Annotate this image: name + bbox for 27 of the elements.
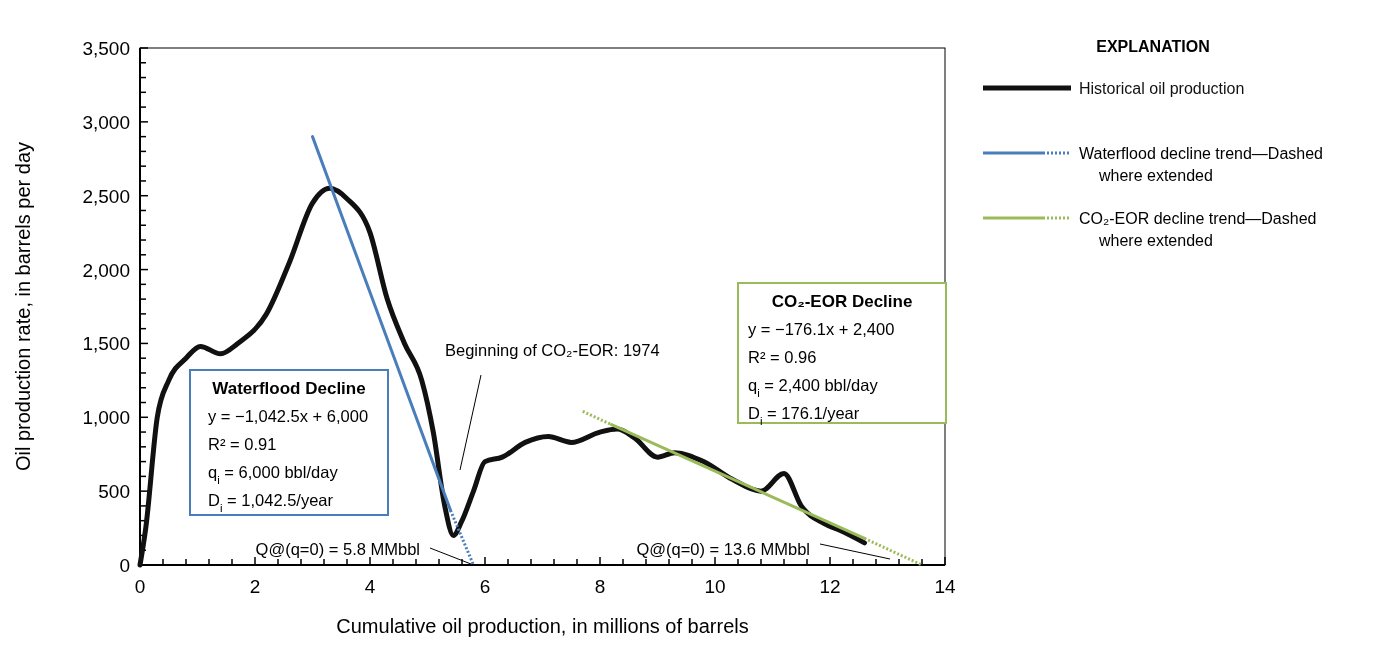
- x-tick-label: 12: [819, 576, 841, 597]
- x-tick-label: 0: [134, 576, 146, 597]
- annotation: Q@(q=0) = 13.6 MMbbl: [636, 540, 810, 558]
- annotation: Beginning of CO₂-EOR: 1974: [445, 341, 660, 359]
- text: CO₂-EOR Decline y = −176.1x + 2,400 R² = 0.96 q$_{i}$ = 2,400 bbl/day D$_{i}$ = 176.1/year: [748, 292, 913, 427]
- annotation: Q@(q=0) = 5.8 MMbbl: [255, 540, 420, 558]
- y-axis-title: Oil production rate, in barrels per day: [12, 141, 34, 472]
- legend-label: Waterflood decline trend—Dashed where extended: [1079, 145, 1323, 184]
- x-tick-label: 6: [479, 576, 491, 597]
- y-tick-label: 0: [119, 555, 130, 576]
- y-tick-label: 3,000: [82, 111, 130, 133]
- x-tick-label: 8: [594, 576, 606, 597]
- text: Historical oil production: [1079, 80, 1245, 97]
- y-tick-label: 1,000: [82, 407, 130, 429]
- x-tick-label: 10: [704, 576, 726, 597]
- x-axis-title: Cumulative oil production, in millions of barrels: [336, 615, 749, 637]
- y-tick-label: 500: [98, 481, 130, 503]
- y-tick-label: 2,500: [82, 185, 130, 207]
- y-tick-label: 3,500: [82, 38, 130, 59]
- x-tick-label: 14: [934, 576, 956, 597]
- y-tick-label: 2,000: [82, 259, 130, 281]
- x-tick-label: 4: [364, 576, 376, 597]
- x-tick-label: 2: [249, 576, 261, 597]
- legend-label: CO₂-EOR decline trend—Dashed where extended: [1079, 210, 1317, 249]
- y-tick-label: 1,500: [82, 333, 130, 355]
- legend-title: EXPLANATION: [1096, 38, 1210, 55]
- text: Waterflood Decline y = −1,042.5x + 6,000 R² = 0.91 q$_{i}$ = 6,000 bbl/day D$_{i}$ = 1,042.5/year: [208, 379, 369, 514]
